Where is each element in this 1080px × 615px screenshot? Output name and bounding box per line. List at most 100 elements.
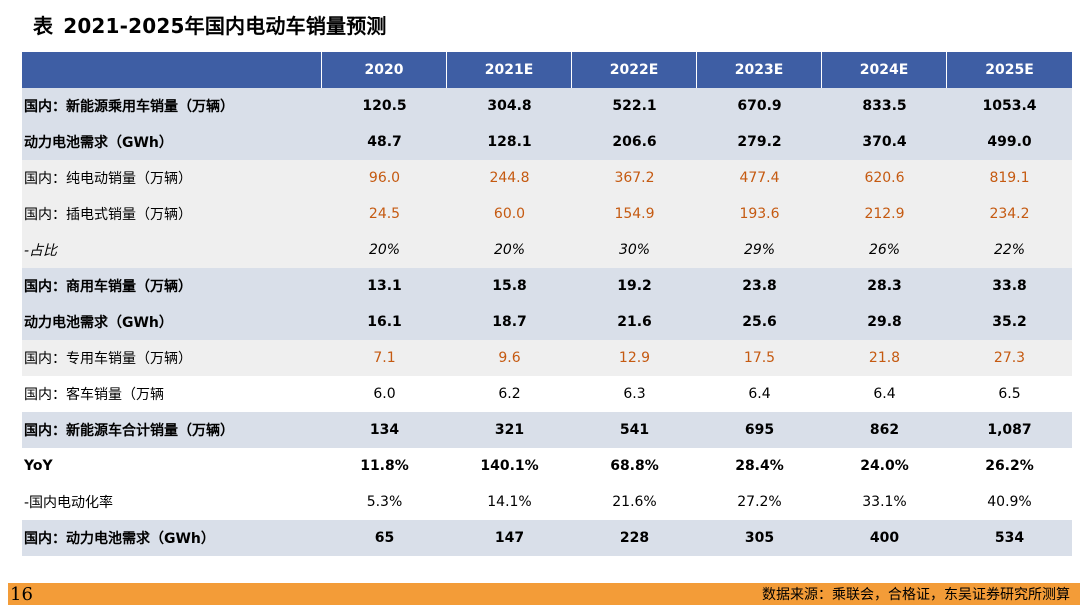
table-cell: 13.1 (322, 268, 447, 304)
table-row: 国内：商用车销量（万辆） 13.1 15.8 19.2 23.8 28.3 33… (22, 268, 1072, 304)
table-row: 国内：插电式销量（万辆） 24.5 60.0 154.9 193.6 212.9… (22, 196, 1072, 232)
row-label: 国内：新能源车合计销量（万辆） (22, 412, 322, 448)
table-cell: 9.6 (447, 340, 572, 376)
table-cell: 15.8 (447, 268, 572, 304)
table-cell: 7.1 (322, 340, 447, 376)
table-cell: 28.4% (697, 448, 822, 484)
row-label: 动力电池需求（GWh） (22, 124, 322, 160)
table-cell: 68.8% (572, 448, 697, 484)
table-cell: 28.3 (822, 268, 947, 304)
table-cell: 6.0 (322, 376, 447, 412)
header-year: 2024E (822, 52, 947, 88)
row-label: 动力电池需求（GWh） (22, 304, 322, 340)
header-year: 2025E (947, 52, 1072, 88)
header-year: 2020 (322, 52, 447, 88)
header-year: 2023E (697, 52, 822, 88)
table-cell: 30% (572, 232, 697, 268)
table-row: 国内：新能源车合计销量（万辆） 134 321 541 695 862 1,08… (22, 412, 1072, 448)
row-label: -国内电动化率 (22, 484, 322, 520)
table-cell: 25.6 (697, 304, 822, 340)
table-cell: 6.2 (447, 376, 572, 412)
table-cell: 48.7 (322, 124, 447, 160)
table-row: 国内：纯电动销量（万辆） 96.0 244.8 367.2 477.4 620.… (22, 160, 1072, 196)
table-cell: 279.2 (697, 124, 822, 160)
table-cell: 14.1% (447, 484, 572, 520)
table-cell: 27.2% (697, 484, 822, 520)
table-cell: 305 (697, 520, 822, 556)
table-cell: 24.0% (822, 448, 947, 484)
table-cell: 833.5 (822, 88, 947, 124)
table-cell: 60.0 (447, 196, 572, 232)
table-cell: 670.9 (697, 88, 822, 124)
table-cell: 541 (572, 412, 697, 448)
title-text: 2021-2025年国内电动车销量预测 (63, 14, 387, 38)
table-cell: 17.5 (697, 340, 822, 376)
row-label: YoY (22, 448, 322, 484)
table-cell: 400 (822, 520, 947, 556)
row-label: 国内：插电式销量（万辆） (22, 196, 322, 232)
data-source-note: 数据来源：乘联会，合格证，东吴证券研究所测算 (762, 587, 1070, 603)
forecast-table: 2020 2021E 2022E 2023E 2024E 2025E 国内：新能… (22, 52, 1072, 556)
table-cell: 206.6 (572, 124, 697, 160)
row-label: 国内：商用车销量（万辆） (22, 268, 322, 304)
table-cell: 6.4 (697, 376, 822, 412)
table-cell: 96.0 (322, 160, 447, 196)
table-cell: 35.2 (947, 304, 1072, 340)
table-row: YoY 11.8% 140.1% 68.8% 28.4% 24.0% 26.2% (22, 448, 1072, 484)
table-row: 国内：动力电池需求（GWh） 65 147 228 305 400 534 (22, 520, 1072, 556)
table-cell: 5.3% (322, 484, 447, 520)
table-cell: 477.4 (697, 160, 822, 196)
table-cell: 33.8 (947, 268, 1072, 304)
row-label: 国内：新能源乘用车销量（万辆） (22, 88, 322, 124)
table-cell: 16.1 (322, 304, 447, 340)
table-cell: 33.1% (822, 484, 947, 520)
table-cell: 304.8 (447, 88, 572, 124)
table-row: 国内：专用车销量（万辆） 7.1 9.6 12.9 17.5 21.8 27.3 (22, 340, 1072, 376)
table-cell: 11.8% (322, 448, 447, 484)
table-cell: 695 (697, 412, 822, 448)
row-label: 国内：专用车销量（万辆） (22, 340, 322, 376)
table-row: 动力电池需求（GWh） 16.1 18.7 21.6 25.6 29.8 35.… (22, 304, 1072, 340)
table-cell: 140.1% (447, 448, 572, 484)
header-year: 2022E (572, 52, 697, 88)
table-cell: 24.5 (322, 196, 447, 232)
table-cell: 228 (572, 520, 697, 556)
table-cell: 6.4 (822, 376, 947, 412)
row-label: 国内：客车销量（万辆 (22, 376, 322, 412)
table-cell: 65 (322, 520, 447, 556)
table-cell: 120.5 (322, 88, 447, 124)
table-cell: 26.2% (947, 448, 1072, 484)
table-cell: 620.6 (822, 160, 947, 196)
table-cell: 21.8 (822, 340, 947, 376)
table-cell: 12.9 (572, 340, 697, 376)
table-cell: 6.5 (947, 376, 1072, 412)
title-label: 表 (33, 14, 54, 38)
table-cell: 321 (447, 412, 572, 448)
table-cell: 40.9% (947, 484, 1072, 520)
row-label: 国内：纯电动销量（万辆） (22, 160, 322, 196)
table-cell: 134 (322, 412, 447, 448)
table-cell: 499.0 (947, 124, 1072, 160)
table-header-row: 2020 2021E 2022E 2023E 2024E 2025E (22, 52, 1072, 88)
table-cell: 212.9 (822, 196, 947, 232)
table-cell: 19.2 (572, 268, 697, 304)
table-cell: 20% (322, 232, 447, 268)
table-cell: 370.4 (822, 124, 947, 160)
table-cell: 534 (947, 520, 1072, 556)
table-cell: 18.7 (447, 304, 572, 340)
table-cell: 154.9 (572, 196, 697, 232)
page-title: 表 2021-2025年国内电动车销量预测 (33, 10, 387, 39)
table-cell: 128.1 (447, 124, 572, 160)
table-cell: 819.1 (947, 160, 1072, 196)
table-cell: 234.2 (947, 196, 1072, 232)
table-cell: 26% (822, 232, 947, 268)
page-number: 16 (10, 584, 33, 605)
table-cell: 1053.4 (947, 88, 1072, 124)
table-cell: 27.3 (947, 340, 1072, 376)
table-cell: 367.2 (572, 160, 697, 196)
table-cell: 23.8 (697, 268, 822, 304)
table-cell: 147 (447, 520, 572, 556)
table-cell: 244.8 (447, 160, 572, 196)
table-cell: 22% (947, 232, 1072, 268)
header-corner (22, 52, 322, 88)
